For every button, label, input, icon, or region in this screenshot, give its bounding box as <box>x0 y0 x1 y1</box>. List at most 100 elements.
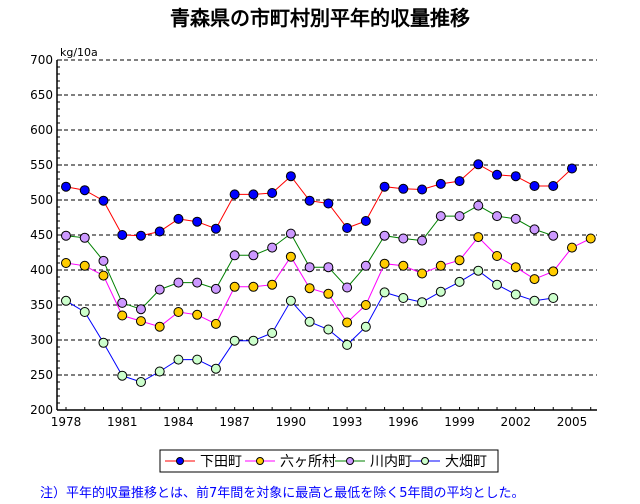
data-point <box>229 335 240 346</box>
data-point <box>379 181 390 192</box>
data-point <box>210 223 221 234</box>
data-point <box>267 328 278 338</box>
data-point <box>454 276 465 287</box>
data-point <box>154 321 165 332</box>
data-point <box>304 283 315 294</box>
data-point <box>98 195 109 206</box>
data-point <box>398 183 409 194</box>
data-point <box>398 260 409 271</box>
data-point <box>210 283 221 294</box>
data-point <box>360 321 371 332</box>
data-point <box>454 176 465 187</box>
x-tick-label: 1981 <box>107 415 138 429</box>
x-tick-label: 1996 <box>388 415 419 429</box>
data-point <box>417 268 428 279</box>
data-point <box>360 260 371 271</box>
series-line <box>65 236 591 328</box>
data-point <box>79 232 90 243</box>
legend-label: 六ヶ所村 <box>280 454 336 470</box>
data-point <box>304 316 315 327</box>
data-point <box>342 223 353 233</box>
y-tick-label: 250 <box>30 368 53 382</box>
data-point <box>492 211 503 222</box>
data-point <box>117 230 128 240</box>
data-point <box>154 284 165 295</box>
data-point <box>192 309 203 320</box>
data-point <box>192 354 203 365</box>
data-point <box>510 262 521 273</box>
data-point <box>417 184 428 195</box>
data-point <box>229 189 240 200</box>
data-point <box>529 274 540 285</box>
data-point <box>154 226 165 237</box>
data-point <box>360 216 371 226</box>
data-point <box>117 310 128 321</box>
data-point <box>566 163 577 174</box>
x-tick-label: 2005 <box>557 415 588 429</box>
legend-marker <box>176 457 184 465</box>
data-point <box>173 354 184 365</box>
x-tick-label: 2002 <box>500 415 531 429</box>
data-point <box>61 230 71 241</box>
data-point <box>248 250 259 261</box>
data-point <box>379 258 390 269</box>
data-point <box>135 377 146 387</box>
data-point <box>173 277 184 288</box>
legend-label: 川内町 <box>370 454 412 470</box>
series-4 <box>61 265 559 387</box>
data-point <box>98 270 109 281</box>
legend-label: 大畑町 <box>445 454 487 470</box>
series-line <box>65 163 573 237</box>
data-point <box>135 316 146 327</box>
data-point <box>173 213 184 224</box>
x-tick-label: 1987 <box>219 415 250 429</box>
legend-marker <box>421 457 429 465</box>
y-tick-label: 700 <box>30 53 53 67</box>
data-point <box>248 335 259 346</box>
data-point <box>304 262 315 273</box>
data-point <box>435 286 446 297</box>
data-point <box>248 189 259 200</box>
data-point <box>379 230 390 241</box>
series-line <box>65 205 554 310</box>
y-tick-label: 650 <box>30 88 53 102</box>
data-point <box>342 282 353 293</box>
data-point <box>492 169 503 180</box>
legend-marker <box>256 457 264 465</box>
data-point <box>435 260 446 271</box>
data-point <box>510 289 521 300</box>
data-point <box>135 304 146 315</box>
x-tick-label: 1999 <box>444 415 475 429</box>
data-point <box>267 279 278 290</box>
data-point <box>210 318 221 329</box>
data-point <box>510 213 521 224</box>
data-point <box>79 260 90 271</box>
data-point <box>61 181 71 192</box>
legend-label: 下田町 <box>200 454 242 470</box>
x-tick-label: 1978 <box>51 415 82 429</box>
data-point <box>454 255 465 266</box>
y-tick-label: 200 <box>30 403 53 417</box>
y-tick-labels: 200 250 300 350 400 450 500 550 600 650 700 <box>30 53 53 417</box>
data-point <box>548 181 559 191</box>
data-point <box>61 295 71 306</box>
data-point <box>285 171 296 182</box>
data-point <box>435 211 446 222</box>
data-point <box>473 200 484 211</box>
legend-item: 川内町 <box>335 454 412 470</box>
data-point <box>417 235 428 246</box>
data-point <box>548 230 559 241</box>
data-point <box>117 370 128 381</box>
data-point <box>267 188 278 198</box>
data-point <box>323 288 334 299</box>
legend: 下田町 六ヶ所村 川内町 大畑町 <box>159 449 499 473</box>
y-tick-label: 400 <box>30 263 53 277</box>
legend-item: 下田町 <box>165 454 242 470</box>
data-point <box>548 266 559 277</box>
y-tick-label: 300 <box>30 333 53 347</box>
y-tick-label: 450 <box>30 228 53 242</box>
data-point <box>435 178 446 189</box>
data-point <box>229 281 240 292</box>
data-point <box>342 317 353 328</box>
data-point <box>323 324 334 335</box>
